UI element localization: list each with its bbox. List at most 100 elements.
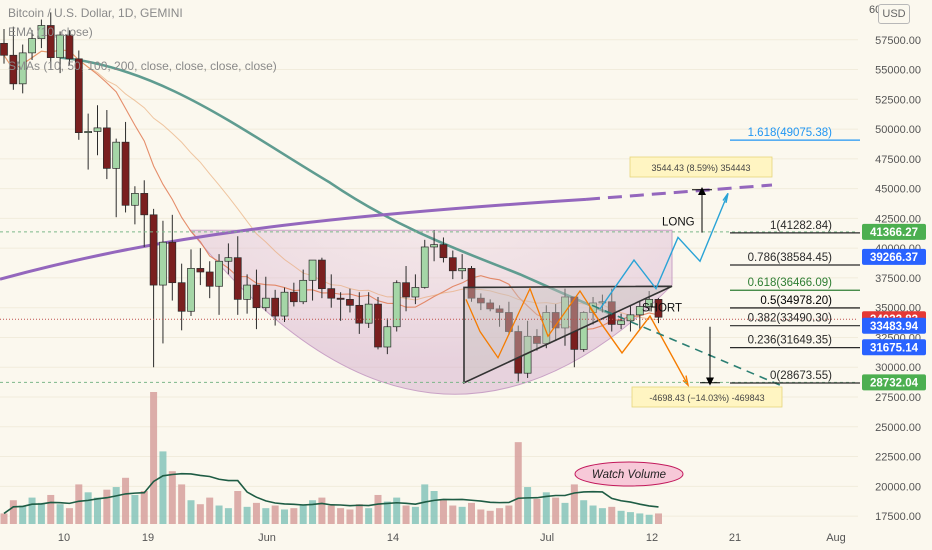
candle-body xyxy=(121,141,130,206)
time-axis: 10 19 Jun 14 Jul 12 21 Aug xyxy=(58,532,846,544)
long-measure-box xyxy=(629,156,773,178)
candle-body xyxy=(617,320,625,325)
candle-body xyxy=(18,52,27,85)
volume-bars xyxy=(0,392,662,524)
candle-body xyxy=(168,241,177,284)
long-projection-path xyxy=(599,193,729,310)
candle-body xyxy=(542,312,551,344)
volume-bar xyxy=(318,497,326,524)
candle-body xyxy=(318,259,326,289)
candle-body xyxy=(514,331,523,374)
volume-bar xyxy=(552,497,560,524)
fib-label: 0.786(38584.45) xyxy=(748,252,833,264)
price-tag-label: 31675.14 xyxy=(870,342,919,354)
time-tick-label: Jun xyxy=(258,532,276,544)
price-tag-label: 33483.94 xyxy=(870,321,919,333)
price-tag xyxy=(862,374,926,391)
fibonacci-levels: 1.618(49075.38) 1(41282.84) 0.786(38584.45… xyxy=(730,127,860,384)
candle-body xyxy=(477,297,485,304)
candle-body xyxy=(233,257,242,300)
short-measure-box xyxy=(631,386,783,408)
candle-body xyxy=(280,291,289,317)
candle-body xyxy=(271,297,279,317)
volume-bar xyxy=(37,502,45,524)
candle-body xyxy=(402,282,410,298)
volume-bar xyxy=(47,494,55,524)
candle-body xyxy=(93,127,102,132)
volume-bar xyxy=(514,442,522,524)
wedge-zigzag xyxy=(465,286,601,360)
candle-body xyxy=(505,312,513,332)
candle-body xyxy=(448,257,457,272)
sma-indicator-label[interactable]: SMAs (10, 50, 100, 200, close, close, cl… xyxy=(8,59,277,73)
volume-bar xyxy=(655,513,662,524)
price-tick-label: 17500.00 xyxy=(875,511,921,523)
sma-200-projection xyxy=(585,183,773,201)
fib-label: 0.618(36466.09) xyxy=(748,277,833,289)
price-tag-label: 39266.37 xyxy=(870,252,918,264)
symbol-title: Bitcoin / U.S. Dollar, 1D, GEMINI xyxy=(8,6,183,20)
candle-body xyxy=(327,288,336,299)
candle-body xyxy=(290,291,298,303)
time-tick-label: 21 xyxy=(729,532,741,544)
volume-bar xyxy=(271,505,279,524)
volume-bar xyxy=(626,512,634,524)
volume-bar xyxy=(168,471,176,524)
short-label: SHORT xyxy=(642,302,682,314)
candle-body xyxy=(420,246,429,288)
candle-body xyxy=(46,25,55,58)
candle-body xyxy=(187,268,195,312)
price-tag-label: 41366.27 xyxy=(870,227,918,239)
volume-bar xyxy=(636,513,644,524)
volume-bar xyxy=(346,509,354,524)
candle-body xyxy=(177,282,186,312)
volume-bar xyxy=(486,510,494,524)
candle-body xyxy=(74,58,83,134)
volume-bar xyxy=(187,500,195,524)
watch-volume-bubble xyxy=(574,461,684,487)
volume-bar xyxy=(430,491,438,524)
volume-bar xyxy=(0,513,8,524)
candle-body xyxy=(0,42,8,56)
volume-bar xyxy=(355,504,363,524)
volume-bar xyxy=(449,505,457,524)
candle-body xyxy=(383,326,392,348)
volume-bar xyxy=(94,497,101,524)
price-axis: 17500.00 20000.00 22500.00 25000.00 27500.00… xyxy=(862,4,926,523)
volume-bar xyxy=(150,392,158,524)
currency-button[interactable]: USD xyxy=(878,4,910,24)
candle-body xyxy=(533,335,541,344)
volume-bar xyxy=(84,492,92,524)
candle-body xyxy=(439,244,448,259)
volume-bar xyxy=(103,489,111,524)
sma-100-line xyxy=(59,56,611,315)
candle-body xyxy=(224,257,233,262)
long-label: LONG xyxy=(662,217,695,229)
price-tick-label: 37500.00 xyxy=(875,273,921,285)
volume-bar xyxy=(542,492,550,524)
fib-label: 1.618(49075.38) xyxy=(748,127,833,139)
candle-body xyxy=(308,259,317,281)
volume-bar xyxy=(327,505,335,524)
candle-body xyxy=(486,302,495,310)
fib-label: 0(28673.55) xyxy=(770,370,832,382)
triangle-pattern xyxy=(463,285,673,384)
price-tick-label: 55000.00 xyxy=(875,65,921,77)
ema-indicator-label[interactable]: EMA (10, close) xyxy=(8,25,93,39)
fib-label: 1(41282.84) xyxy=(770,220,832,232)
price-tick-label: 22500.00 xyxy=(875,452,921,464)
volume-bar xyxy=(243,506,251,524)
candle-body xyxy=(205,271,214,287)
candle-body xyxy=(112,141,121,169)
volume-moving-average xyxy=(3,472,659,515)
volume-bar xyxy=(19,505,27,524)
candle-body xyxy=(626,314,635,322)
candle-body xyxy=(9,54,18,85)
candle-body xyxy=(430,244,438,248)
price-tick-label: 27500.00 xyxy=(875,392,921,404)
price-tag-label: 28732.04 xyxy=(870,377,919,389)
volume-bar xyxy=(608,506,616,524)
volume-bar xyxy=(458,506,466,524)
